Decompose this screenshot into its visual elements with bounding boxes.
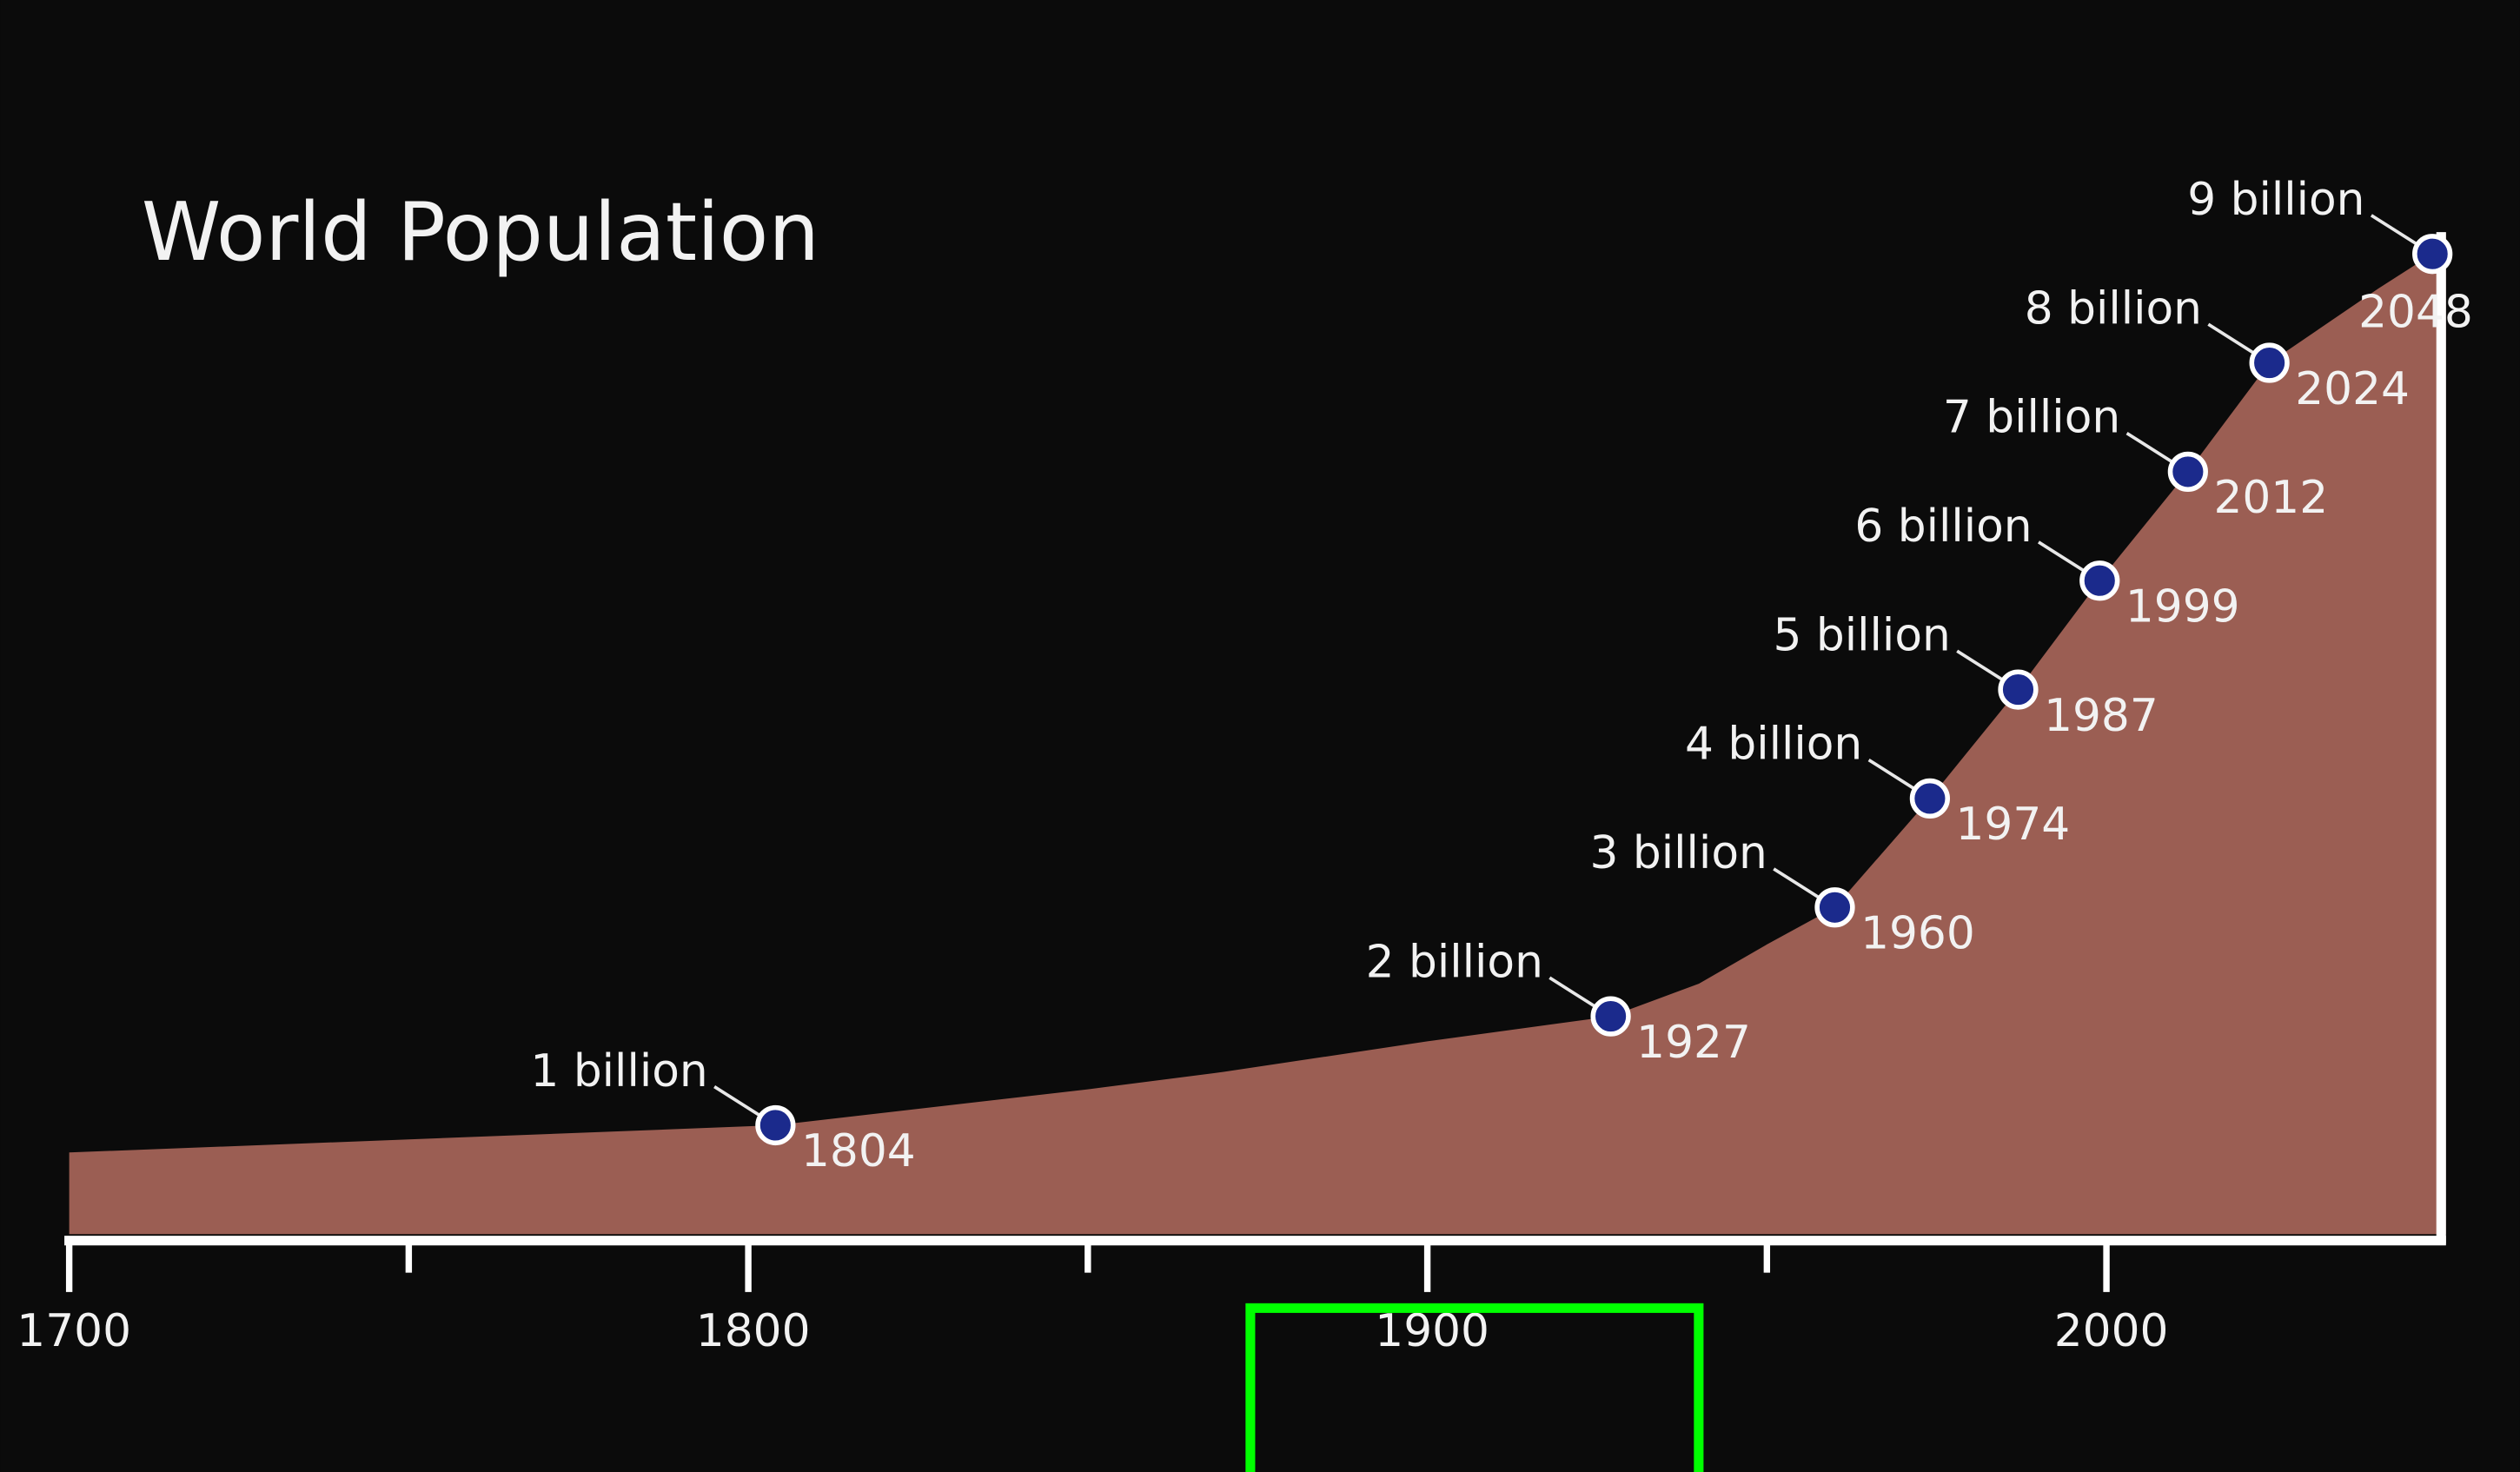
milestone-year: 2048 [2358,286,2473,338]
leader-line [713,1085,764,1119]
milestone-label: 3 billion [1590,827,1767,879]
leader-line [2207,322,2258,356]
milestone-dot [2079,560,2120,601]
milestone-label: 8 billion [2025,282,2202,335]
plot: 1700 1800 1900 2000 1 billion 1804 2 billion 19… [17,174,2473,1357]
milestone-dot [2167,451,2208,493]
milestone-year: 2012 [2213,472,2328,524]
milestone-year: 1960 [1860,908,1975,960]
milestone-year: 1974 [1955,799,2070,851]
x-tick-label: 1800 [696,1305,811,1357]
leader-line [1867,758,1919,792]
milestone-year: 1987 [2044,690,2159,742]
leader-line [2125,431,2177,466]
leader-line [2037,540,2088,574]
x-tick-label: 1700 [17,1305,131,1357]
milestone-year: 1999 [2125,581,2240,633]
milestone-dot [755,1104,796,1146]
leader-line [1773,867,1823,901]
milestone-label: 2 billion [1366,936,1543,988]
milestone-year: 2024 [2295,363,2410,415]
milestone-year: 1927 [1636,1017,1751,1069]
milestone-label: 5 billion [1774,609,1951,661]
milestone-dot [1590,996,1631,1037]
leader-line [2370,214,2421,248]
leader-line [1548,976,1599,1010]
milestone-label: 6 billion [1854,501,2032,553]
x-tick-label: 1900 [1375,1305,1489,1357]
leader-line [1956,649,2006,683]
x-tick-label: 2000 [2054,1305,2169,1357]
chart-title: World Population [142,185,819,279]
milestone-dot [1909,778,1951,819]
milestone-label: 1 billion [530,1045,707,1097]
milestone-label: 4 billion [1685,719,1862,771]
highlight-box [1245,1303,1704,1472]
milestone-dot [1998,669,2039,710]
milestone-label: 7 billion [1943,392,2120,444]
milestone-dot [1814,887,1855,928]
milestone-year: 1804 [801,1125,916,1177]
milestone-label: 9 billion [2187,174,2364,226]
population-area [69,232,2446,1235]
milestone-dot [2249,342,2290,383]
milestone-dot [2412,234,2453,275]
